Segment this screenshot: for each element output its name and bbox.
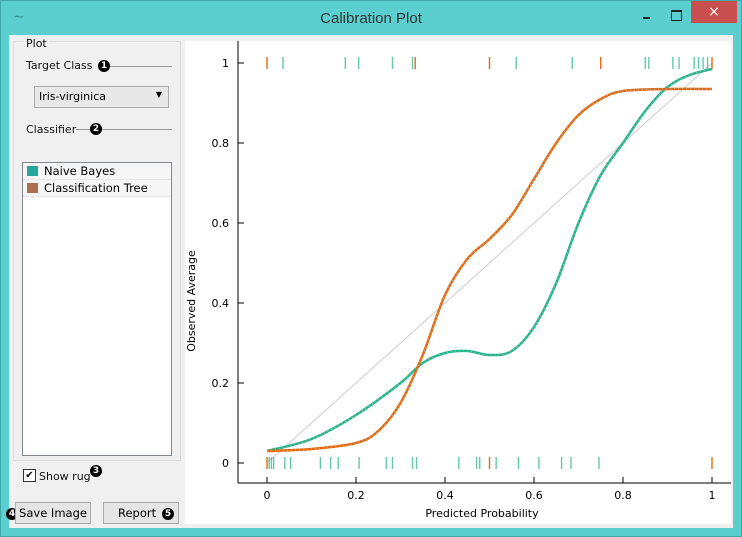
divider bbox=[76, 129, 90, 130]
classifier-list[interactable]: Naive Bayes Classification Tree bbox=[22, 162, 172, 456]
x-tick-label: 0.2 bbox=[347, 489, 365, 502]
callout-1: 1 bbox=[98, 60, 110, 72]
curve-bayes bbox=[266, 67, 713, 453]
y-tick-label: 0.2 bbox=[212, 377, 230, 390]
show-rug-checkbox[interactable]: ✔ bbox=[23, 469, 36, 482]
group-title: Plot bbox=[24, 37, 49, 50]
list-item-label: Naive Bayes bbox=[44, 164, 116, 178]
x-tick-label: 1 bbox=[709, 489, 716, 502]
title-bar[interactable]: ∼ Calibration Plot × bbox=[1, 1, 741, 35]
minimize-button[interactable] bbox=[641, 7, 653, 21]
x-tick-label: 0.4 bbox=[436, 489, 454, 502]
report-button[interactable]: Report bbox=[103, 502, 179, 524]
y-tick-label: 0 bbox=[222, 457, 229, 470]
y-tick-label: 0.4 bbox=[212, 297, 230, 310]
diagonal-reference-line bbox=[266, 62, 713, 464]
y-tick-label: 1 bbox=[222, 57, 229, 70]
divider bbox=[110, 66, 172, 67]
x-tick-label: 0.6 bbox=[525, 489, 543, 502]
callout-5: 5 bbox=[162, 508, 174, 520]
list-item[interactable]: Naive Bayes bbox=[23, 163, 171, 180]
y-tick-label: 0.6 bbox=[212, 217, 230, 230]
target-class-label: Target Class bbox=[26, 59, 93, 72]
maximize-button[interactable] bbox=[671, 10, 682, 21]
y-axis-label: Observed Average bbox=[185, 250, 198, 352]
callout-3: 3 bbox=[90, 465, 102, 477]
target-class-dropdown[interactable]: Iris-virginica ▼ bbox=[34, 86, 169, 108]
curve-markers-tree bbox=[266, 88, 713, 452]
save-image-button[interactable]: Save Image bbox=[15, 502, 91, 524]
classifier-label: Classifier bbox=[26, 123, 77, 136]
list-item[interactable]: Classification Tree bbox=[23, 180, 171, 197]
list-item-label: Classification Tree bbox=[44, 181, 148, 195]
show-rug-label: Show rug bbox=[39, 470, 91, 483]
divider bbox=[102, 129, 172, 130]
curve-tree bbox=[266, 87, 713, 453]
window-title: Calibration Plot bbox=[320, 10, 422, 27]
curve-icon: ∼ bbox=[13, 9, 25, 25]
close-button[interactable]: × bbox=[691, 1, 737, 23]
client-area: Plot Target Class 1 Iris-virginica ▼ Cla… bbox=[6, 35, 733, 528]
y-tick-label: 0.8 bbox=[212, 137, 230, 150]
calibration-chart[interactable]: Observed Average Predicted Probability 0… bbox=[185, 41, 731, 524]
chevron-down-icon: ▼ bbox=[155, 90, 162, 99]
x-axis-label: Predicted Probability bbox=[425, 507, 539, 520]
x-tick-label: 0 bbox=[264, 489, 271, 502]
plot-group: Plot Target Class 1 Iris-virginica ▼ Cla… bbox=[13, 37, 181, 461]
curve-markers-bayes bbox=[266, 68, 713, 452]
color-swatch bbox=[27, 183, 38, 193]
plot-area[interactable]: Observed Average Predicted Probability 0… bbox=[185, 41, 731, 524]
x-tick-label: 0.8 bbox=[614, 489, 632, 502]
color-swatch bbox=[27, 166, 38, 176]
callout-2: 2 bbox=[90, 123, 102, 135]
target-class-value: Iris-virginica bbox=[39, 90, 106, 103]
